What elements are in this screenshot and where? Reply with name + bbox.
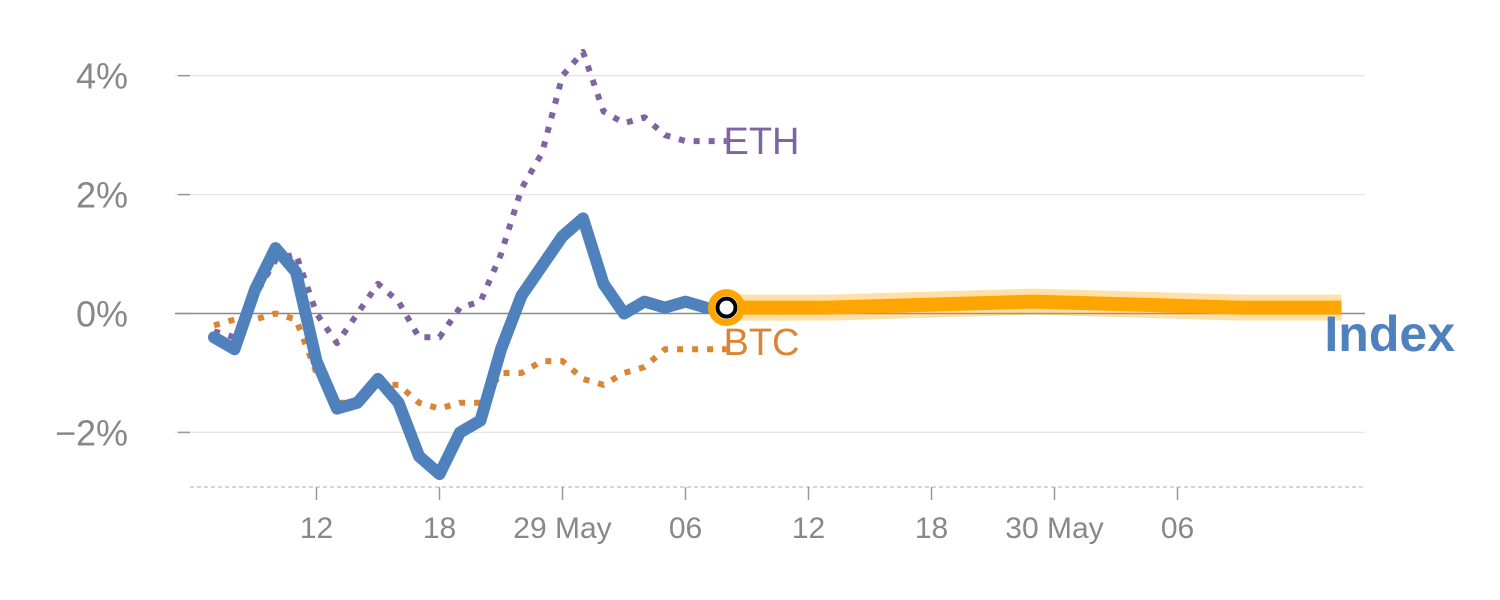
series-line-btc	[213, 310, 727, 412]
series-label-btc: BTC	[724, 322, 800, 364]
x-tick-label: 29 May	[513, 512, 611, 545]
series-line-eth	[213, 48, 727, 347]
x-tick-label: 18	[915, 512, 948, 545]
current-marker	[715, 296, 738, 319]
x-tick-label: 18	[423, 512, 456, 545]
y-tick-label: 2%	[76, 175, 128, 216]
series-layer	[208, 48, 1342, 481]
y-tick-label: 0%	[76, 294, 128, 335]
series-label-index: Index	[1324, 306, 1455, 362]
x-tick-label: 12	[300, 512, 333, 545]
x-tick-label: 12	[792, 512, 825, 545]
series-line-index	[208, 212, 712, 481]
y-tick-label: −2%	[55, 412, 128, 453]
marker-layer	[708, 289, 745, 327]
x-tick-label: 06	[669, 512, 702, 545]
x-tick-label: 30 May	[1005, 512, 1103, 545]
label-layer: ETH BTC Index	[724, 121, 1456, 364]
axis-layer: 4% 2% 0% −2% 12 18 29 May 06 12 18 30 May 06	[55, 56, 1365, 545]
y-tick-label: 4%	[76, 56, 128, 97]
forecast-line	[726, 294, 1342, 315]
x-tick-label: 06	[1161, 512, 1194, 545]
series-label-eth: ETH	[724, 121, 800, 163]
